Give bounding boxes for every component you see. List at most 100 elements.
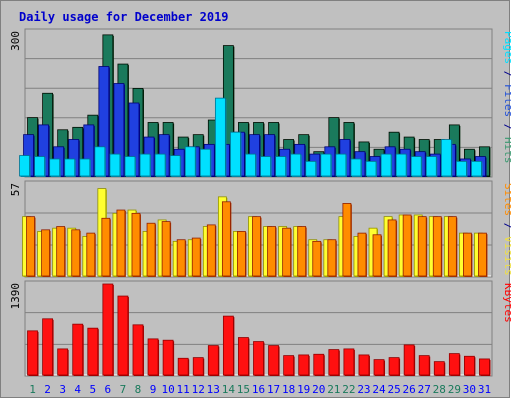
- bar-kbytes-15: [238, 337, 249, 376]
- bar-pages-4: [64, 158, 76, 177]
- bar-pages-11: [169, 155, 181, 177]
- x-tick-label-2: 2: [44, 383, 51, 396]
- bar-pages-17: [260, 156, 271, 177]
- bar-sites-26: [402, 214, 412, 277]
- bar-sites-3: [56, 226, 66, 277]
- bar-kbytes-31: [479, 358, 490, 376]
- x-tick-label-13: 13: [207, 383, 220, 396]
- bar-sites-8: [131, 212, 141, 277]
- x-tick-label-6: 6: [105, 383, 112, 396]
- bar-sites-31: [478, 232, 487, 277]
- bar-pages-9: [139, 153, 151, 177]
- bar-sites-24: [372, 234, 382, 277]
- side-label-part: Sites: [502, 183, 511, 216]
- x-tick-label-12: 12: [192, 383, 205, 396]
- x-tick-label-19: 19: [297, 383, 310, 396]
- x-tick-label-31: 31: [478, 383, 491, 396]
- bar-sites-9: [146, 222, 156, 277]
- bar-kbytes-27: [418, 355, 430, 376]
- panel-0-ymax-label: 300: [9, 31, 22, 51]
- bar-sites-13: [206, 224, 216, 277]
- bar-kbytes-9: [147, 338, 159, 376]
- x-tick-label-28: 28: [433, 383, 446, 396]
- bar-sites-28: [432, 216, 442, 277]
- bar-pages-16: [245, 153, 256, 177]
- panel-2-ymax-label: 1390: [9, 283, 22, 310]
- bar-sites-16: [252, 216, 261, 277]
- bar-sites-23: [357, 232, 367, 277]
- bar-kbytes-6: [102, 283, 114, 376]
- bar-sites-5: [86, 232, 96, 277]
- x-tick-label-18: 18: [282, 383, 295, 396]
- x-tick-label-23: 23: [357, 383, 370, 396]
- bar-kbytes-1: [27, 330, 38, 376]
- x-tick-label-22: 22: [342, 383, 355, 396]
- bar-kbytes-14: [222, 315, 234, 376]
- bar-sites-20: [312, 240, 322, 277]
- bar-sites-14: [221, 201, 231, 277]
- bar-kbytes-16: [253, 341, 264, 376]
- x-tick-label-15: 15: [237, 383, 250, 396]
- bar-pages-29: [440, 139, 452, 177]
- bar-pages-12: [184, 146, 196, 177]
- x-tick-label-17: 17: [267, 383, 280, 396]
- x-tick-label-1: 1: [29, 383, 36, 396]
- x-tick-label-21: 21: [327, 383, 340, 396]
- side-label-part: /: [502, 117, 511, 137]
- bar-sites-29: [447, 216, 457, 277]
- side-label-part: /: [502, 64, 511, 84]
- bar-pages-13: [199, 148, 211, 177]
- x-tick-label-4: 4: [74, 383, 81, 396]
- panel-1-side-label: Sites / Visits: [502, 183, 511, 276]
- bar-pages-30: [456, 160, 467, 177]
- bar-pages-26: [395, 153, 407, 177]
- bar-kbytes-8: [132, 324, 144, 376]
- bar-sites-30: [463, 232, 472, 277]
- chart-title: Daily usage for December 2019: [19, 10, 229, 24]
- x-tick-label-25: 25: [387, 383, 400, 396]
- x-tick-label-14: 14: [222, 383, 236, 396]
- bar-pages-22: [335, 153, 347, 177]
- side-label-part: /: [502, 216, 511, 236]
- bar-pages-21: [320, 153, 332, 177]
- x-tick-label-8: 8: [135, 383, 142, 396]
- bar-pages-25: [380, 153, 392, 177]
- bar-kbytes-19: [298, 354, 310, 376]
- side-label-part: KBytes: [502, 283, 511, 323]
- x-tick-label-27: 27: [418, 383, 431, 396]
- x-tick-label-10: 10: [161, 383, 174, 396]
- bar-pages-8: [124, 156, 136, 177]
- x-tick-label-26: 26: [403, 383, 416, 396]
- panel-1-ymax-label: 57: [9, 183, 22, 196]
- x-tick-label-9: 9: [150, 383, 157, 396]
- x-tick-label-16: 16: [252, 383, 265, 396]
- bar-sites-19: [297, 226, 307, 277]
- bar-sites-15: [237, 231, 246, 277]
- bar-kbytes-13: [207, 345, 219, 376]
- bar-sites-10: [161, 221, 171, 277]
- bar-sites-12: [191, 237, 201, 277]
- bar-kbytes-4: [72, 323, 84, 376]
- x-tick-label-3: 3: [59, 383, 66, 396]
- bar-pages-2: [34, 156, 45, 177]
- bar-kbytes-10: [162, 339, 174, 376]
- bar-pages-27: [410, 156, 422, 177]
- bar-kbytes-30: [464, 355, 475, 376]
- bar-pages-28: [425, 156, 437, 177]
- panel-0-side-label: Pages / Files / Hits: [502, 31, 511, 164]
- bar-pages-24: [365, 160, 377, 177]
- bar-kbytes-28: [433, 361, 445, 376]
- side-label-part: Hits: [502, 137, 511, 164]
- bar-pages-10: [154, 153, 166, 177]
- bar-sites-17: [267, 226, 276, 277]
- bar-sites-2: [41, 229, 50, 277]
- bar-pages-5: [79, 158, 91, 177]
- bar-kbytes-2: [42, 318, 53, 376]
- x-tick-label-20: 20: [312, 383, 325, 396]
- x-tick-label-24: 24: [372, 383, 386, 396]
- bar-pages-15: [230, 131, 241, 177]
- bar-pages-6: [94, 146, 106, 177]
- bar-pages-23: [350, 158, 362, 177]
- bar-pages-18: [275, 156, 287, 177]
